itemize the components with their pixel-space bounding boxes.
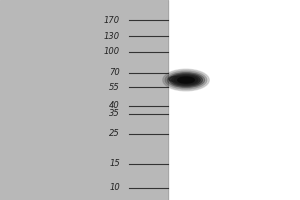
Ellipse shape xyxy=(169,76,182,82)
Ellipse shape xyxy=(174,76,198,84)
Text: 130: 130 xyxy=(104,32,120,41)
Ellipse shape xyxy=(167,72,205,88)
Ellipse shape xyxy=(178,77,194,83)
Text: 10: 10 xyxy=(109,183,120,192)
Ellipse shape xyxy=(169,73,202,87)
Text: 40: 40 xyxy=(109,101,120,110)
Ellipse shape xyxy=(165,71,207,89)
Ellipse shape xyxy=(176,77,196,83)
Text: 35: 35 xyxy=(109,109,120,118)
Text: 15: 15 xyxy=(109,159,120,168)
Text: 25: 25 xyxy=(109,129,120,138)
Text: 55: 55 xyxy=(109,83,120,92)
Text: 170: 170 xyxy=(104,16,120,25)
Ellipse shape xyxy=(172,75,200,85)
Ellipse shape xyxy=(163,69,209,91)
Text: 70: 70 xyxy=(109,68,120,77)
Text: 100: 100 xyxy=(104,47,120,56)
Bar xyxy=(0,0,168,200)
